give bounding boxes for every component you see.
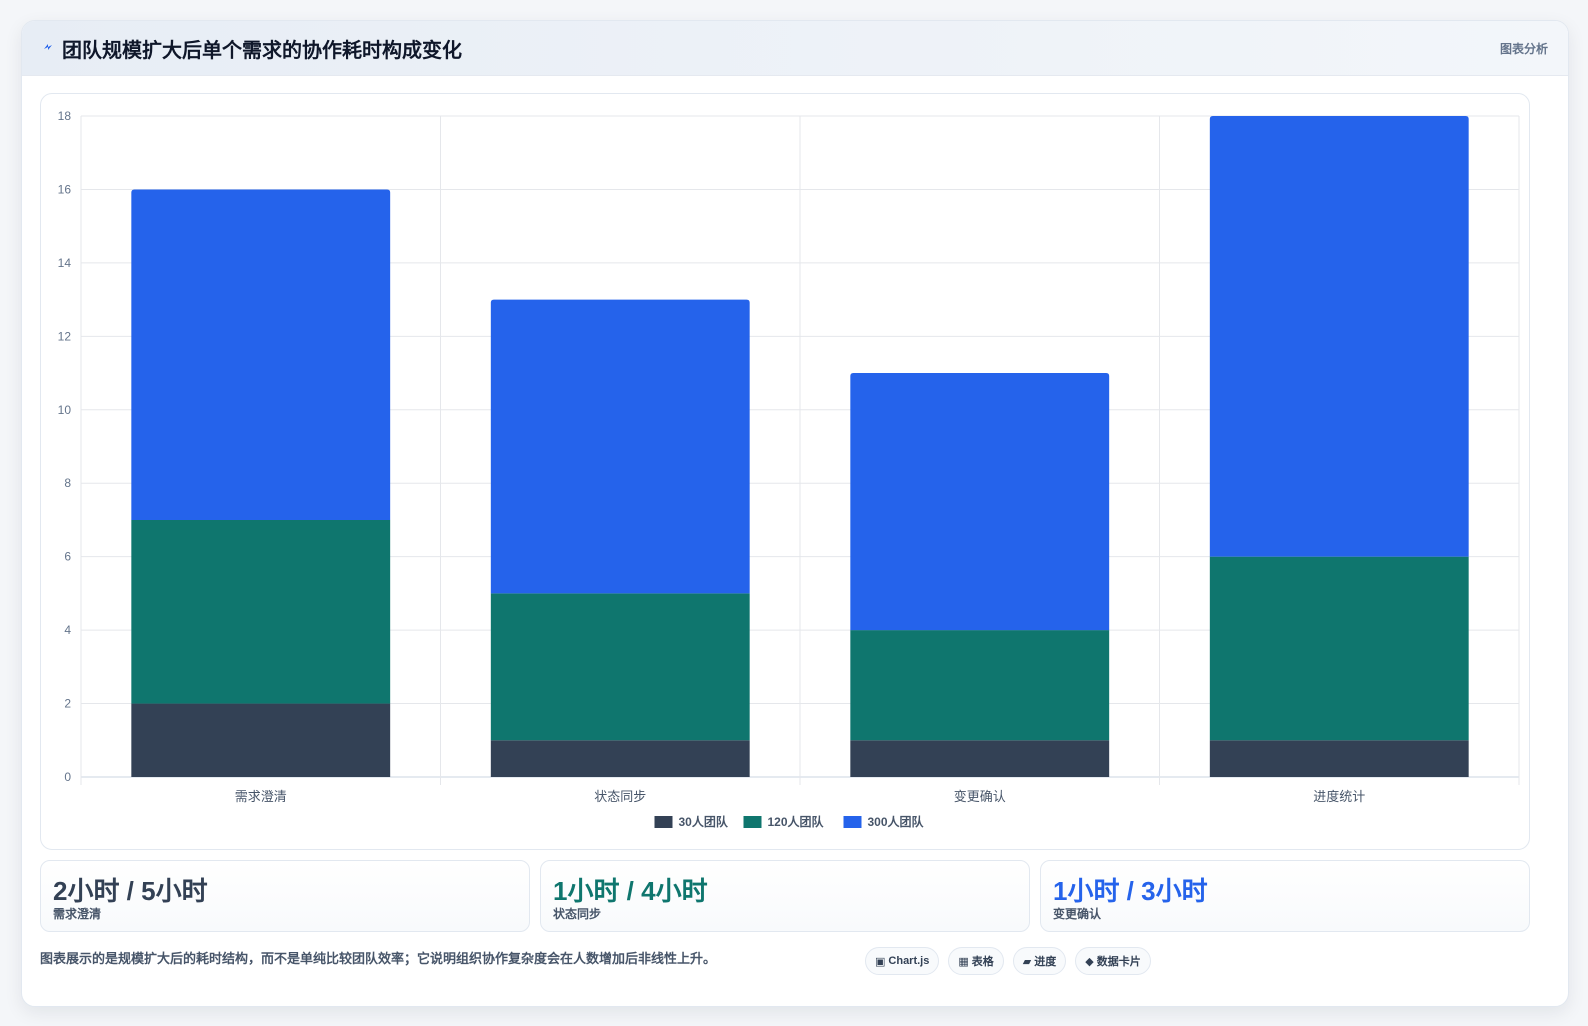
pill-data-card[interactable]: ◆ 数据卡片: [1075, 947, 1151, 975]
legend-swatch: [843, 816, 862, 828]
stat-cards: 2小时 / 5小时 需求澄清 1小时 / 4小时 状态同步 1小时 / 3小时 …: [40, 860, 1530, 932]
table-icon: ▦: [958, 955, 969, 968]
x-tick-label: 需求澄清: [235, 789, 287, 804]
y-tick-label: 4: [64, 623, 71, 637]
y-tick-label: 8: [64, 476, 71, 490]
legend-label: 300人团队: [868, 814, 925, 829]
bar-segment: [490, 740, 750, 777]
stat-card-change: 1小时 / 3小时 变更确认: [1040, 860, 1530, 932]
y-tick-label: 12: [58, 329, 72, 343]
legend-swatch: [743, 816, 762, 828]
pill-label: 进度: [1034, 956, 1057, 968]
pill-label: 数据卡片: [1096, 956, 1141, 968]
bar-segment: [1209, 740, 1469, 777]
y-tick-label: 18: [58, 109, 72, 123]
x-tick-label: 状态同步: [594, 789, 646, 804]
pill-chartjs[interactable]: ▣ Chart.js: [865, 947, 940, 975]
legend-swatch: [654, 816, 673, 828]
stat-value: 1小时 / 3小时: [1053, 876, 1208, 906]
header: 团队规模扩大后单个需求的协作耗时构成变化 图表分析: [22, 21, 1568, 76]
tool-pills: ▣ Chart.js ▦ 表格 ▰ 进度 ◆ 数据卡片: [865, 947, 1151, 975]
stat-label: 需求澄清: [53, 907, 102, 921]
bar-segment: [131, 189, 391, 520]
chart-card: 0 2 4 6 8 10 12 14 16 18 需求澄清 状态同步 变更确认 进度统计 30人团队 120人…: [40, 93, 1530, 850]
bar-segment: [1209, 116, 1469, 557]
chart-note: 图表展示的是规模扩大后的耗时结构，而不是单纯比较团队效率；它说明组织协作复杂度会…: [40, 951, 717, 966]
bar-segment: [1209, 556, 1469, 741]
chart-icon: ▣: [875, 955, 886, 968]
bar-segment: [131, 519, 391, 704]
stat-label: 状态同步: [553, 907, 602, 921]
stat-card-sync: 1小时 / 4小时 状态同步: [540, 860, 1030, 932]
stat-label: 变更确认: [1053, 907, 1102, 921]
x-tick-label: 进度统计: [1313, 789, 1365, 804]
y-tick-label: 10: [58, 403, 72, 417]
bar-segment: [490, 299, 750, 594]
bar-segment: [131, 703, 391, 777]
bar-segment: [490, 593, 750, 741]
stat-card-clarification: 2小时 / 5小时 需求澄清: [40, 860, 530, 932]
pill-label: Chart.js: [888, 955, 930, 967]
page-title: 团队规模扩大后单个需求的协作耗时构成变化: [62, 39, 462, 62]
pill-label: 表格: [971, 956, 994, 968]
bolt-icon: [42, 40, 54, 56]
bar-segment: [850, 740, 1110, 777]
pill-progress[interactable]: ▰ 进度: [1012, 947, 1067, 975]
pill-table[interactable]: ▦ 表格: [948, 947, 1004, 975]
stat-value: 1小时 / 4小时: [553, 876, 708, 906]
progress-icon: ▰: [1022, 955, 1032, 968]
y-tick-label: 14: [58, 256, 72, 270]
legend-label: 120人团队: [768, 814, 825, 829]
diamond-icon: ◆: [1085, 955, 1094, 968]
bar-segment: [850, 630, 1110, 741]
y-tick-label: 0: [64, 770, 71, 784]
y-tick-label: 2: [64, 697, 71, 711]
chart-analysis-tag: 图表分析: [1499, 41, 1548, 56]
stacked-bar-chart: 0 2 4 6 8 10 12 14 16 18 需求澄清 状态同步 变更确认 进度统计 30人团队 120人…: [58, 109, 1520, 829]
bar-segment: [850, 373, 1110, 631]
dashboard-window: 团队规模扩大后单个需求的协作耗时构成变化 图表分析 0 2 4 6 8 10 12 14 16 1…: [21, 20, 1569, 1007]
x-tick-label: 变更确认: [954, 789, 1006, 804]
legend-label: 30人团队: [679, 814, 729, 829]
stat-value: 2小时 / 5小时: [53, 876, 208, 906]
y-tick-label: 16: [58, 182, 72, 196]
y-tick-label: 6: [64, 550, 71, 564]
